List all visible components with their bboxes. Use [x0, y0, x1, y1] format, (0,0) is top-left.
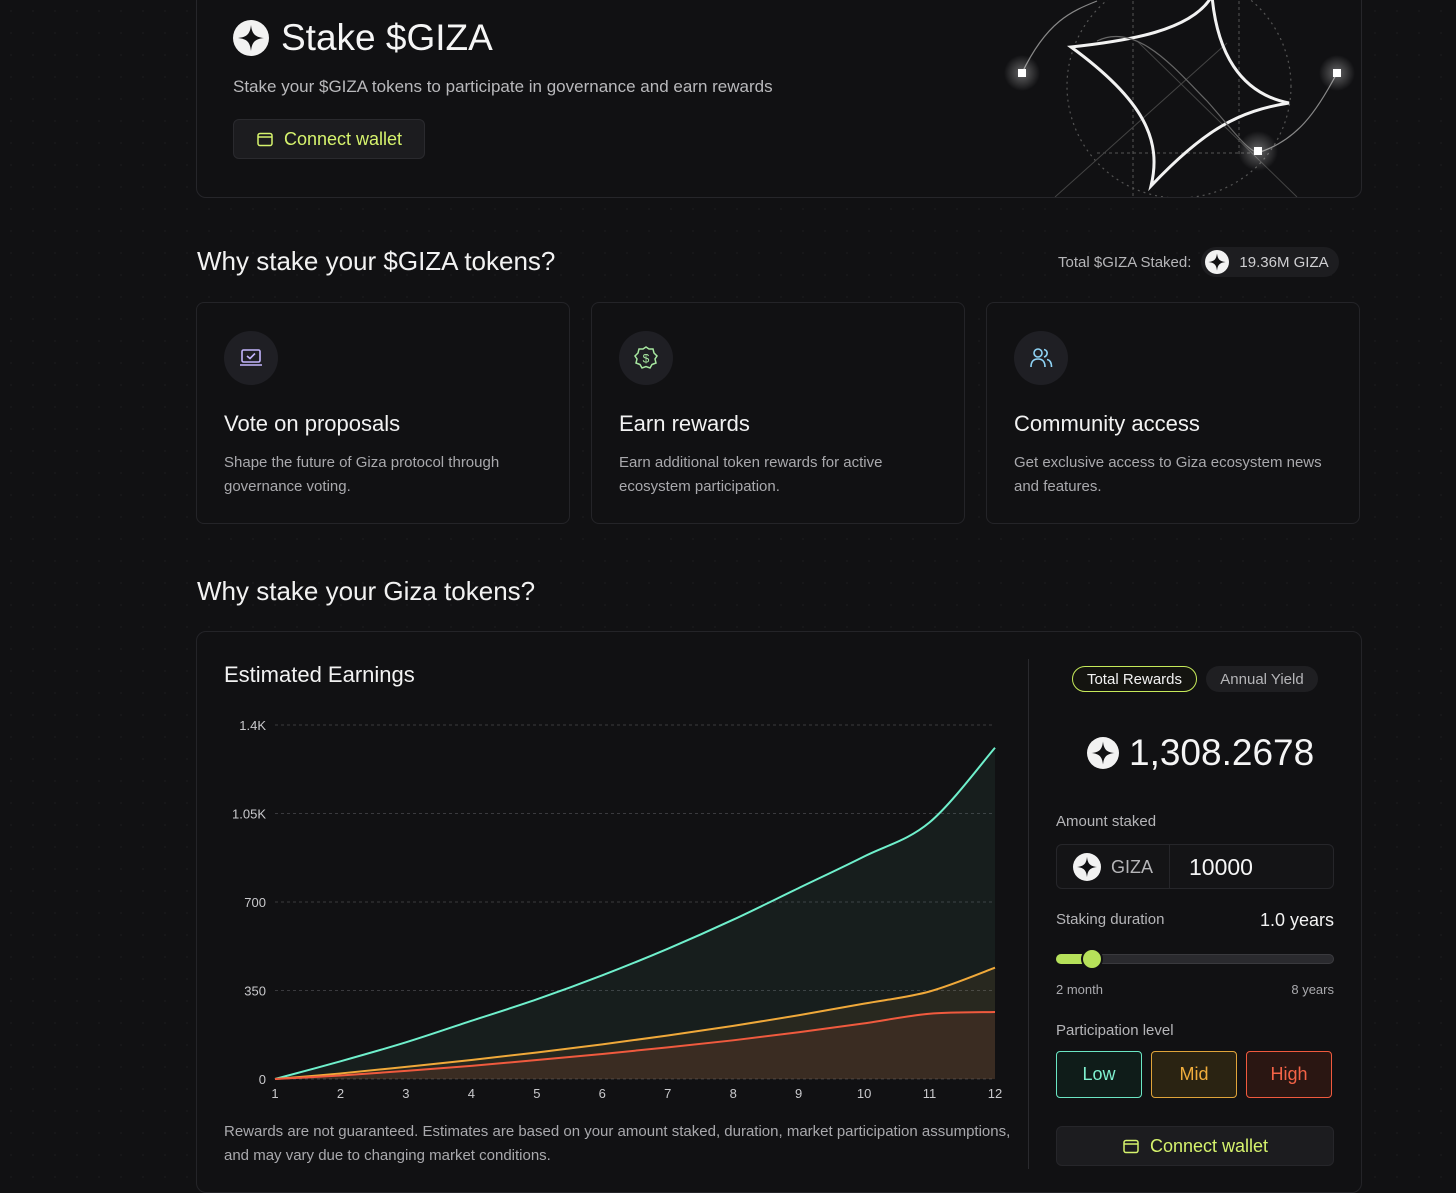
hero-subtitle: Stake your $GIZA tokens to participate i…	[233, 77, 773, 96]
duration-slider-track[interactable]	[1056, 954, 1334, 964]
x-tick-label: 10	[857, 1086, 871, 1101]
series-line	[274, 1010, 996, 1080]
x-tick-label: 7	[664, 1086, 671, 1101]
feature-card-rewards: $ Earn rewards Earn additional token rew…	[591, 302, 965, 524]
amount-staked-label: Amount staked	[1056, 813, 1157, 830]
chart-title: Estimated Earnings	[224, 662, 415, 687]
laptop-check-icon	[224, 331, 278, 385]
section-title-earnings: Why stake your Giza tokens?	[197, 576, 536, 606]
card-description: Get exclusive access to Giza ecosystem n…	[1014, 454, 1322, 495]
x-tick-label: 12	[988, 1086, 1002, 1101]
y-tick-label: 0	[259, 1072, 266, 1087]
participation-low-button[interactable]: Low	[1056, 1051, 1142, 1098]
y-tick-label: 1.4K	[239, 718, 266, 733]
feature-card-vote: Vote on proposals Shape the future of Gi…	[196, 302, 570, 524]
slider-min-label: 2 month	[1056, 982, 1103, 997]
card-title: Vote on proposals	[224, 411, 401, 436]
giza-logo-icon	[1087, 737, 1119, 769]
x-tick-label: 2	[337, 1086, 344, 1101]
giza-logo-icon	[1205, 250, 1230, 274]
slider-max-label: 8 years	[1291, 982, 1334, 997]
x-tick-label: 4	[468, 1086, 475, 1101]
connect-wallet-label: Connect wallet	[1149, 1135, 1269, 1156]
panel-divider	[1028, 659, 1029, 1169]
y-tick-label: 700	[244, 895, 266, 910]
star-orbit-graphic	[1004, 0, 1355, 197]
token-selector: GIZA	[1073, 853, 1153, 881]
total-rewards-value: 1,308.2678	[1129, 732, 1315, 773]
giza-logo-icon	[1073, 853, 1101, 881]
hero-title-row: Stake $GIZA	[233, 17, 493, 59]
connect-wallet-button-secondary[interactable]: Connect wallet	[1056, 1126, 1334, 1166]
connect-wallet-label: Connect wallet	[283, 128, 403, 149]
series-area	[275, 967, 995, 1079]
token-label: GIZA	[1111, 856, 1154, 877]
total-staked-label: Total $GIZA Staked:	[1058, 253, 1192, 271]
x-tick-label: 5	[533, 1086, 540, 1101]
svg-text:$: $	[643, 352, 650, 366]
hero-card: Stake $GIZA Stake your $GIZA tokens to p…	[196, 0, 1362, 198]
series-line	[274, 966, 996, 1080]
connect-wallet-button[interactable]: Connect wallet	[233, 119, 425, 159]
wallet-icon	[1123, 1139, 1139, 1154]
y-tick-label: 1.05K	[232, 807, 266, 822]
amount-input[interactable]	[1187, 851, 1331, 883]
card-description: Earn additional token rewards for active…	[619, 454, 883, 495]
participation-mid-button[interactable]: Mid	[1151, 1051, 1237, 1098]
field-separator	[1169, 845, 1170, 888]
series-area	[275, 747, 995, 1079]
series-line	[274, 747, 996, 1080]
users-icon	[1014, 331, 1068, 385]
card-title: Earn rewards	[619, 411, 750, 436]
card-title: Community access	[1014, 411, 1200, 436]
x-tick-label: 6	[599, 1086, 606, 1101]
y-tick-label: 350	[244, 984, 266, 999]
disclaimer-text: Rewards are not guaranteed. Estimates ar…	[224, 1123, 1011, 1164]
tab-total-rewards[interactable]: Total Rewards	[1072, 666, 1197, 692]
total-staked-value: 19.36M GIZA	[1239, 253, 1329, 271]
page-title: Stake $GIZA	[281, 17, 493, 58]
x-tick-label: 8	[730, 1086, 737, 1101]
tab-annual-yield[interactable]: Annual Yield	[1206, 666, 1318, 692]
x-tick-label: 3	[402, 1086, 409, 1101]
feature-card-community: Community access Get exclusive access to…	[986, 302, 1360, 524]
x-tick-label: 1	[271, 1086, 278, 1101]
x-tick-label: 9	[795, 1086, 802, 1101]
section-title-why-stake: Why stake your $GIZA tokens?	[197, 246, 556, 276]
card-description: Shape the future of Giza protocol throug…	[224, 454, 500, 495]
giza-logo-icon	[233, 20, 269, 56]
staking-duration-label: Staking duration	[1056, 911, 1165, 928]
duration-slider-fill	[1056, 954, 1093, 964]
participation-level-label: Participation level	[1056, 1022, 1174, 1039]
total-staked: Total $GIZA Staked: 19.36M GIZA	[1058, 246, 1339, 278]
dollar-badge-icon: $	[619, 331, 673, 385]
series-area	[275, 1011, 995, 1079]
duration-slider-thumb[interactable]	[1083, 950, 1102, 968]
participation-high-button[interactable]: High	[1246, 1051, 1332, 1098]
x-tick-label: 11	[923, 1086, 937, 1101]
total-rewards-display: 1,308.2678	[1087, 732, 1314, 774]
wallet-icon	[257, 132, 273, 147]
total-staked-badge: 19.36M GIZA	[1201, 247, 1339, 277]
amount-staked-field: GIZA	[1056, 844, 1334, 889]
staking-duration-value: 1.0 years	[1259, 910, 1334, 930]
